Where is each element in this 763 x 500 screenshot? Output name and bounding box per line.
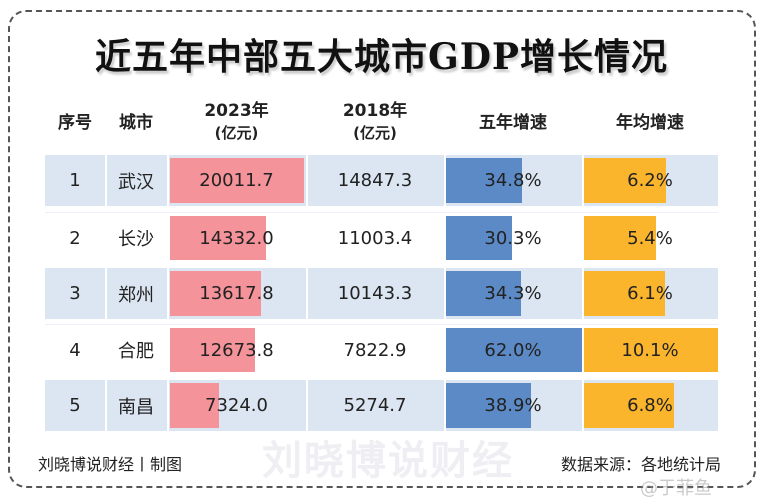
cell-growth5: 34.3% [484,283,542,304]
growth5-bar [446,383,532,428]
corner-watermark: @于菲鱼 [640,478,712,499]
cell-growth5: 34.8% [484,170,542,191]
cell-2018: 14847.3 [337,170,413,191]
cell-growth5: 62.0% [484,339,542,361]
header-2018-unit: (亿元) [353,124,397,142]
cell-2018: 10143.3 [337,283,413,304]
table-row: 1 武汉 20011.7 14847.3 34.8% 6.2% [45,155,718,206]
annual-bar [584,271,665,316]
header-annual: 年均增速 [616,113,684,133]
watermark: 刘晓博说财经 [262,438,514,484]
growth5-bar [446,216,513,260]
cell-2023: 14332.0 [199,227,274,249]
gdp-2023-bar [170,383,220,428]
table-row: 3 郑州 13617.8 10143.3 34.3% 6.1% [45,268,718,319]
table-row: 2 长沙 14332.0 11003.4 30.3% 5.4% [45,212,718,263]
cell-2018: 5274.7 [343,395,407,416]
cell-2023: 20011.7 [199,170,274,191]
cell-2018: 7822.9 [343,339,407,361]
cell-no: 4 [69,339,81,361]
cell-annual: 6.2% [627,170,673,191]
footer-credit: 刘晓博说财经丨制图 [38,455,183,474]
cell-city: 郑州 [118,284,154,306]
header-city: 城市 [119,113,153,133]
cell-no: 5 [69,395,81,416]
cell-no: 3 [69,283,81,304]
annual-bar [584,383,675,428]
gdp-2023-bar [170,271,262,316]
cell-city: 合肥 [118,341,154,362]
cell-annual: 5.4% [627,227,673,249]
cell-city: 武汉 [118,171,154,193]
header-2018-label: 2018年 [342,101,408,121]
cell-growth5: 38.9% [484,395,542,416]
cell-city: 长沙 [118,229,154,250]
header-2023-unit: (亿元) [214,124,259,142]
annual-bar [584,328,718,372]
header-2023: 2023年 (亿元) [167,100,306,144]
cell-2023: 12673.8 [199,339,274,361]
header-2023-label: 2023年 [204,101,269,121]
gdp-2023-bar [170,216,266,260]
cell-2018: 11003.4 [337,227,413,249]
page-title: 近五年中部五大城市GDP增长情况 [94,36,669,78]
cell-annual: 6.8% [627,395,673,416]
cell-2023: 7324.0 [205,395,268,416]
table-row: 4 合肥 12673.8 7822.9 62.0% 10.1% [45,324,718,375]
header-2018: 2018年 (亿元) [306,100,444,144]
cell-no: 1 [69,170,81,191]
growth5-bar [446,328,582,372]
header-growth5: 五年增速 [479,113,547,133]
footer-source: 数据来源：各地统计局 [560,455,721,474]
annual-bar [584,158,667,203]
header-no: 序号 [58,113,92,133]
cell-no: 2 [69,227,81,249]
cell-growth5: 30.3% [484,227,542,249]
cell-city: 南昌 [118,396,154,418]
annual-bar [584,216,656,260]
cell-annual: 6.1% [627,283,673,304]
gdp-2023-bar [170,158,304,203]
dashed-frame [8,10,756,488]
growth5-bar [446,158,523,203]
growth5-bar [446,271,522,316]
gdp-2023-bar [170,328,255,372]
table-row: 5 南昌 7324.0 5274.7 38.9% 6.8% [45,380,718,431]
cell-annual: 10.1% [621,339,679,361]
cell-2023: 13617.8 [199,283,274,304]
